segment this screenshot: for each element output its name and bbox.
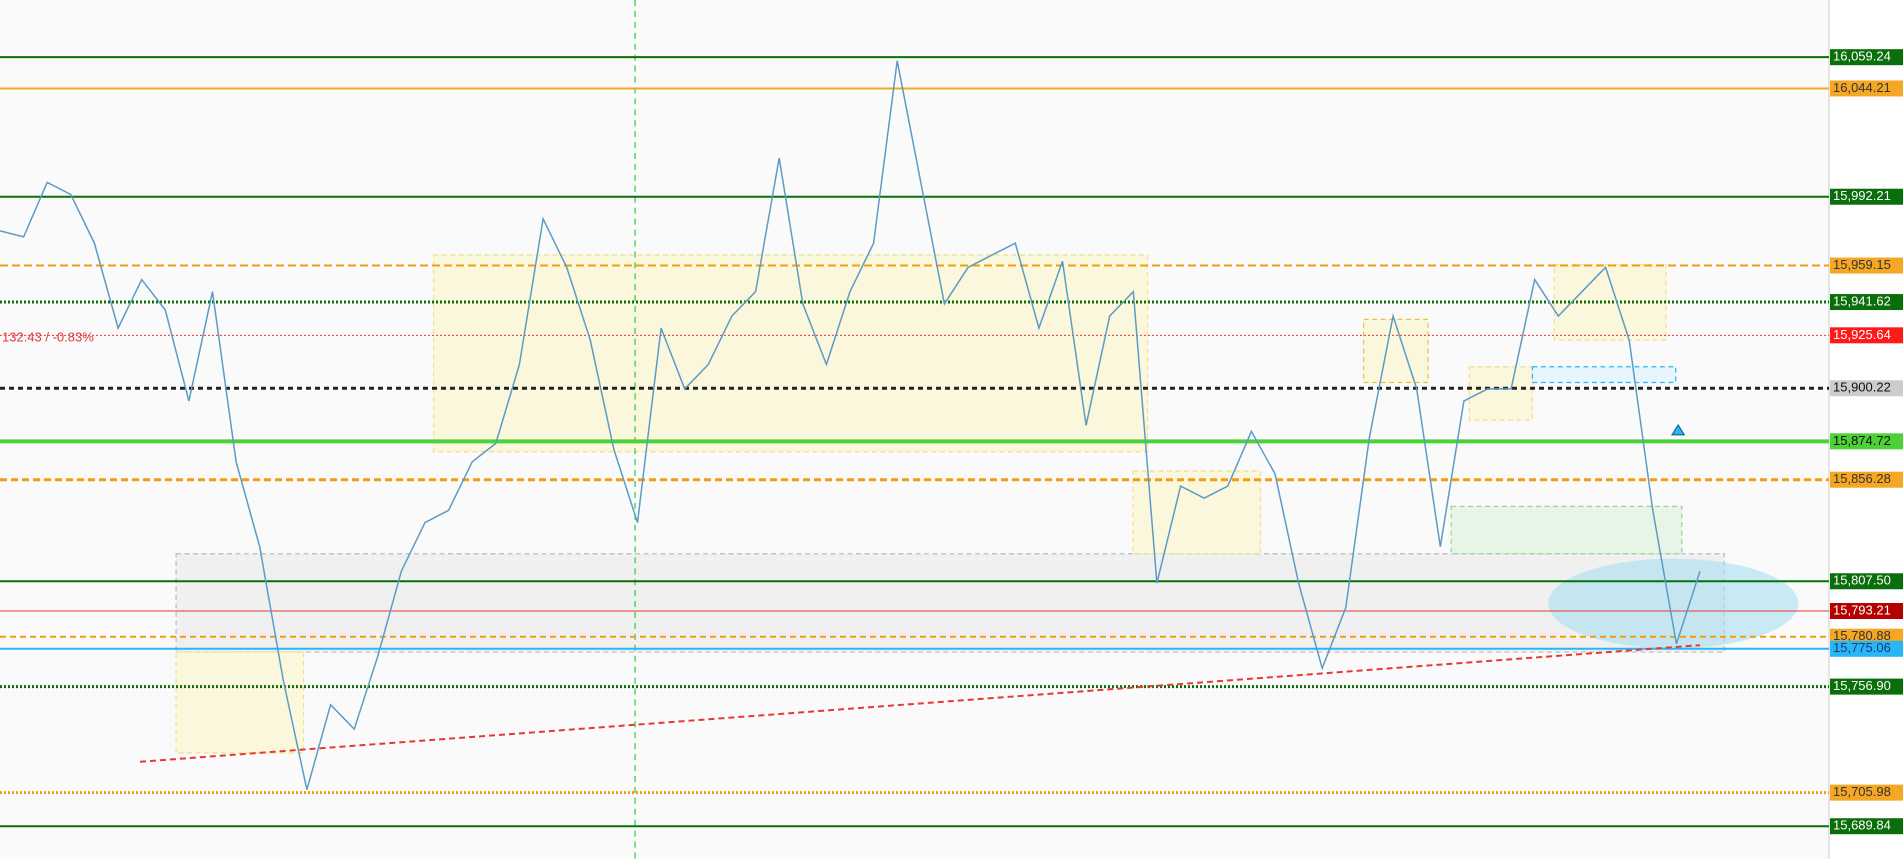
price-label: 15,874.72 [1833, 433, 1891, 448]
price-label-bg [1830, 49, 1903, 66]
price-label: 15,900.22 [1833, 380, 1891, 395]
zone [1531, 366, 1677, 384]
zone [1363, 318, 1429, 384]
price-label: 15,705.98 [1833, 784, 1891, 799]
price-label: 15,856.28 [1833, 471, 1891, 486]
price-label-bg [1830, 294, 1903, 311]
price-label-bg [1830, 380, 1903, 397]
trend-line [139, 644, 1701, 763]
price-label: 16,044.21 [1833, 80, 1891, 95]
price-label: 16,059.24 [1833, 49, 1891, 64]
price-label-bg [1830, 327, 1903, 344]
price-line [0, 60, 1701, 790]
price-label: 15,780.88 [1833, 628, 1891, 643]
price-label-bg [1830, 188, 1903, 205]
price-label-bg [1830, 80, 1903, 97]
zone [175, 553, 1725, 653]
change-annotation: 132.43 / -0.83% [2, 329, 94, 344]
price-label-bg [1830, 628, 1903, 645]
price-label-bg [1830, 678, 1903, 695]
price-axis [1829, 0, 1904, 859]
price-label-bg [1830, 433, 1903, 450]
zone [1132, 470, 1262, 555]
price-label-bg [1830, 640, 1903, 657]
price-label: 15,807.50 [1833, 573, 1891, 588]
price-label-bg [1830, 573, 1903, 590]
price-label: 15,775.06 [1833, 640, 1891, 655]
highlight [1548, 558, 1799, 649]
price-label-bg [1830, 818, 1903, 835]
price-label-bg [1830, 257, 1903, 274]
price-label: 15,793.21 [1833, 602, 1891, 617]
price-label-bg [1830, 784, 1903, 801]
zone [1468, 366, 1534, 421]
zones [175, 0, 1799, 859]
zone [175, 651, 305, 754]
marker [1670, 423, 1686, 436]
price-label: 15,941.62 [1833, 293, 1891, 308]
zone [432, 254, 1149, 453]
price-label: 15,689.84 [1833, 818, 1891, 833]
price-label-bg [1830, 603, 1903, 620]
price-label: 15,756.90 [1833, 678, 1891, 693]
price-label: 15,925.64 [1833, 327, 1891, 342]
zone [1450, 505, 1683, 555]
price-label-bg [1830, 471, 1903, 488]
price-label: 15,992.21 [1833, 188, 1891, 203]
price-label: 15,959.15 [1833, 257, 1891, 272]
